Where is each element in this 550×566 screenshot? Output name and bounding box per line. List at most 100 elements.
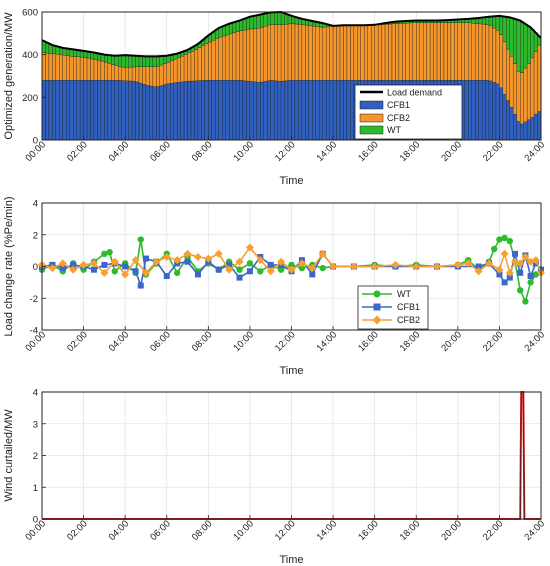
y-tick-label: 1 — [33, 483, 38, 494]
generation-x-axis-label: Time — [279, 175, 303, 187]
point-cfb2 — [329, 262, 338, 271]
bar-cfb2 — [180, 55, 185, 83]
point-cfb1 — [527, 273, 534, 280]
point-cfb2 — [89, 259, 98, 268]
bar-cfb2 — [128, 66, 133, 82]
bar-cfb1 — [104, 80, 109, 141]
bar-cfb1 — [253, 81, 258, 141]
bar-cfb2 — [256, 28, 261, 83]
bar-cfb2 — [319, 26, 323, 81]
bar-cfb2 — [343, 25, 348, 81]
bar-cfb2 — [121, 66, 126, 81]
bar-cfb2 — [97, 60, 102, 81]
bar-cfb2 — [429, 22, 434, 81]
bar-cfb1 — [526, 119, 531, 141]
bar-cfb2 — [170, 60, 174, 84]
bar-cfb1 — [211, 80, 216, 141]
y-tick-label: -4 — [30, 326, 38, 337]
bar-cfb1 — [86, 80, 91, 141]
bar-cfb2 — [409, 22, 413, 81]
bar-cfb1 — [332, 80, 337, 141]
bar-cfb1 — [183, 81, 188, 141]
bar-cfb1 — [52, 80, 57, 141]
bar-cfb1 — [163, 84, 167, 141]
bar-wt — [149, 56, 154, 68]
bar-cfb2 — [481, 24, 486, 81]
point-cfb2 — [214, 249, 223, 258]
bar-cfb2 — [118, 66, 122, 81]
bar-cfb1 — [222, 80, 226, 141]
bar-cfb2 — [228, 33, 233, 81]
point-cfb2 — [79, 260, 88, 269]
bar-cfb1 — [235, 80, 240, 141]
bar-cfb2 — [488, 25, 493, 82]
point-wt — [288, 261, 295, 269]
bar-cfb1 — [100, 80, 105, 141]
legend-wt-label: WT — [387, 125, 401, 135]
point-cfb1 — [496, 271, 503, 278]
bar-cfb1 — [111, 80, 115, 141]
bar-wt — [253, 15, 258, 29]
bar-cfb2 — [419, 22, 424, 81]
bar-cfb2 — [190, 50, 195, 82]
bar-cfb2 — [520, 72, 524, 125]
bar-cfb1 — [474, 80, 479, 141]
bar-wt — [142, 56, 147, 68]
bar-cfb2 — [509, 56, 514, 108]
y-tick-label: 0 — [33, 136, 38, 147]
point-cfb2 — [500, 249, 509, 258]
bar-cfb2 — [350, 25, 355, 81]
y-tick-label: 600 — [22, 8, 38, 19]
point-wt — [527, 279, 534, 286]
bar-cfb1 — [73, 80, 77, 141]
bar-cfb1 — [319, 80, 323, 141]
point-cfb1 — [309, 271, 316, 278]
point-wt — [319, 264, 326, 272]
bar-cfb1 — [45, 80, 50, 141]
y-tick-label: 200 — [22, 93, 38, 104]
bar-cfb2 — [66, 55, 70, 81]
bar-cfb1 — [135, 81, 140, 141]
point-cfb2 — [256, 256, 265, 265]
bar-cfb2 — [471, 23, 476, 81]
bar-wt — [249, 16, 254, 30]
point-cfb1 — [137, 282, 144, 289]
bar-cfb1 — [263, 81, 268, 141]
bar-cfb1 — [502, 93, 507, 141]
bar-cfb1 — [280, 80, 285, 141]
bar-cfb1 — [159, 85, 164, 141]
bar-wt — [263, 13, 268, 27]
curtail-x-axis-label: Time — [279, 554, 303, 566]
bar-wt — [156, 56, 160, 67]
bar-cfb2 — [52, 53, 57, 81]
bar-wt — [523, 23, 528, 69]
bar-cfb1 — [242, 80, 247, 141]
point-cfb2 — [318, 249, 327, 258]
bar-cfb1 — [468, 80, 472, 141]
bar-cfb1 — [322, 80, 327, 141]
generation-y-axis-label: Optimized generation/MW — [3, 12, 15, 140]
bar-cfb2 — [315, 26, 320, 81]
bar-cfb1 — [69, 80, 74, 141]
bar-cfb2 — [339, 25, 344, 81]
bar-cfb2 — [301, 24, 306, 81]
y-tick-label: 3 — [33, 419, 38, 430]
bar-cfb2 — [450, 22, 455, 81]
point-cfb1 — [512, 250, 519, 257]
point-cfb1 — [501, 279, 508, 286]
bar-wt — [159, 55, 164, 66]
bar-wt — [118, 55, 122, 67]
bar-cfb2 — [298, 24, 303, 81]
point-cfb2 — [297, 259, 306, 268]
bar-cfb2 — [79, 56, 84, 81]
bar-cfb2 — [447, 22, 452, 81]
bar-cfb2 — [506, 48, 510, 101]
bar-cfb1 — [287, 80, 292, 141]
bar-cfb1 — [291, 80, 296, 141]
bar-cfb2 — [104, 61, 109, 81]
bar-cfb1 — [173, 82, 178, 141]
bar-cfb2 — [502, 41, 507, 95]
bar-cfb2 — [76, 56, 81, 81]
